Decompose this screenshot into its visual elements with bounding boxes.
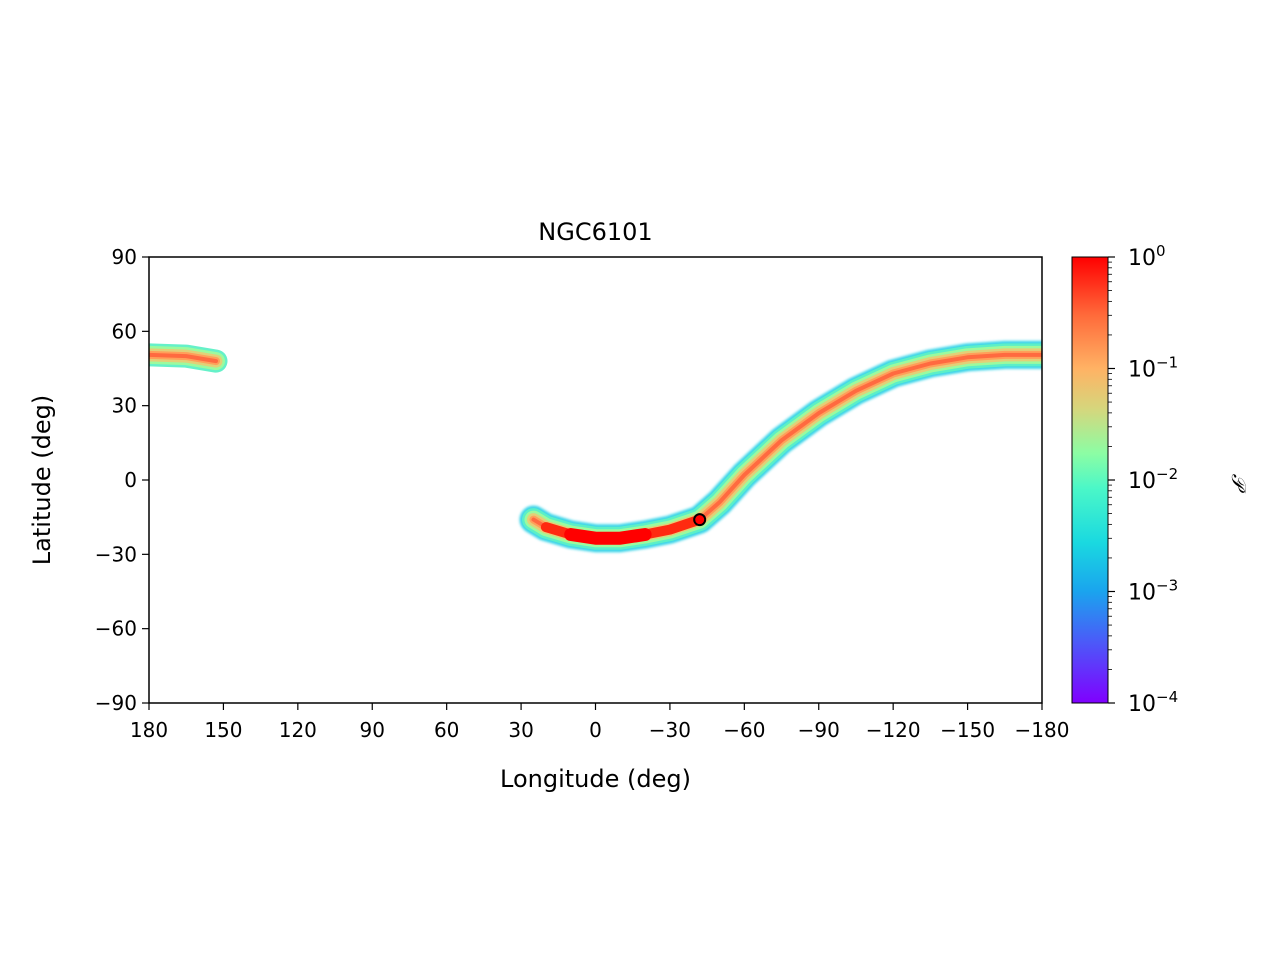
colorbar-tick-label: 100: [1128, 242, 1166, 271]
x-tick-label: 150: [204, 718, 242, 742]
x-tick-label: 180: [130, 718, 168, 742]
y-tick-label: 0: [124, 468, 137, 492]
stream-wrapped-segment-band: [149, 352, 218, 364]
colorbar-ticks: 100 10−1 10−2 10−3 10−4: [1108, 242, 1178, 717]
x-tick-label: −60: [723, 718, 765, 742]
y-axis-label: Latitude (deg): [28, 395, 56, 565]
y-tick-label: 60: [112, 319, 137, 343]
y-tick-label: −30: [95, 542, 137, 566]
stream-density-layer: [149, 340, 1042, 553]
x-axis-ticks: 180 150 120 90 60 30 0 −30 −60 −90 −120 −150 −180: [130, 703, 1070, 742]
colorbar-label: 𝒫: [1227, 474, 1251, 494]
colorbar-tick-label: 10−4: [1128, 688, 1178, 717]
axes-frame: [148, 256, 1043, 704]
x-tick-label: −120: [866, 718, 921, 742]
y-tick-label: −60: [95, 617, 137, 641]
x-axis-label: Longitude (deg): [500, 765, 691, 793]
x-tick-label: 0: [589, 718, 602, 742]
stream-main-band: [524, 345, 1042, 548]
stream-core-peak: [564, 528, 652, 545]
x-tick-label: −90: [798, 718, 840, 742]
y-tick-label: 90: [112, 245, 137, 269]
colorbar-tick-label: 10−3: [1128, 577, 1178, 606]
x-tick-label: −30: [649, 718, 691, 742]
x-tick-label: 60: [434, 718, 459, 742]
y-axis-ticks: 90 60 30 0 −30 −60 −90: [95, 245, 149, 715]
x-tick-label: 30: [508, 718, 533, 742]
x-tick-label: −180: [1015, 718, 1070, 742]
colorbar-tick-label: 10−2: [1128, 465, 1178, 494]
y-tick-label: −90: [95, 691, 137, 715]
colorbar-tick-label: 10−1: [1128, 354, 1178, 383]
y-tick-label: 30: [112, 394, 137, 418]
x-tick-label: 120: [279, 718, 317, 742]
cluster-position-marker: [693, 513, 707, 527]
x-tick-label: −150: [940, 718, 995, 742]
colorbar: [1071, 256, 1109, 704]
x-tick-label: 90: [360, 718, 385, 742]
chart-title: NGC6101: [538, 218, 652, 246]
